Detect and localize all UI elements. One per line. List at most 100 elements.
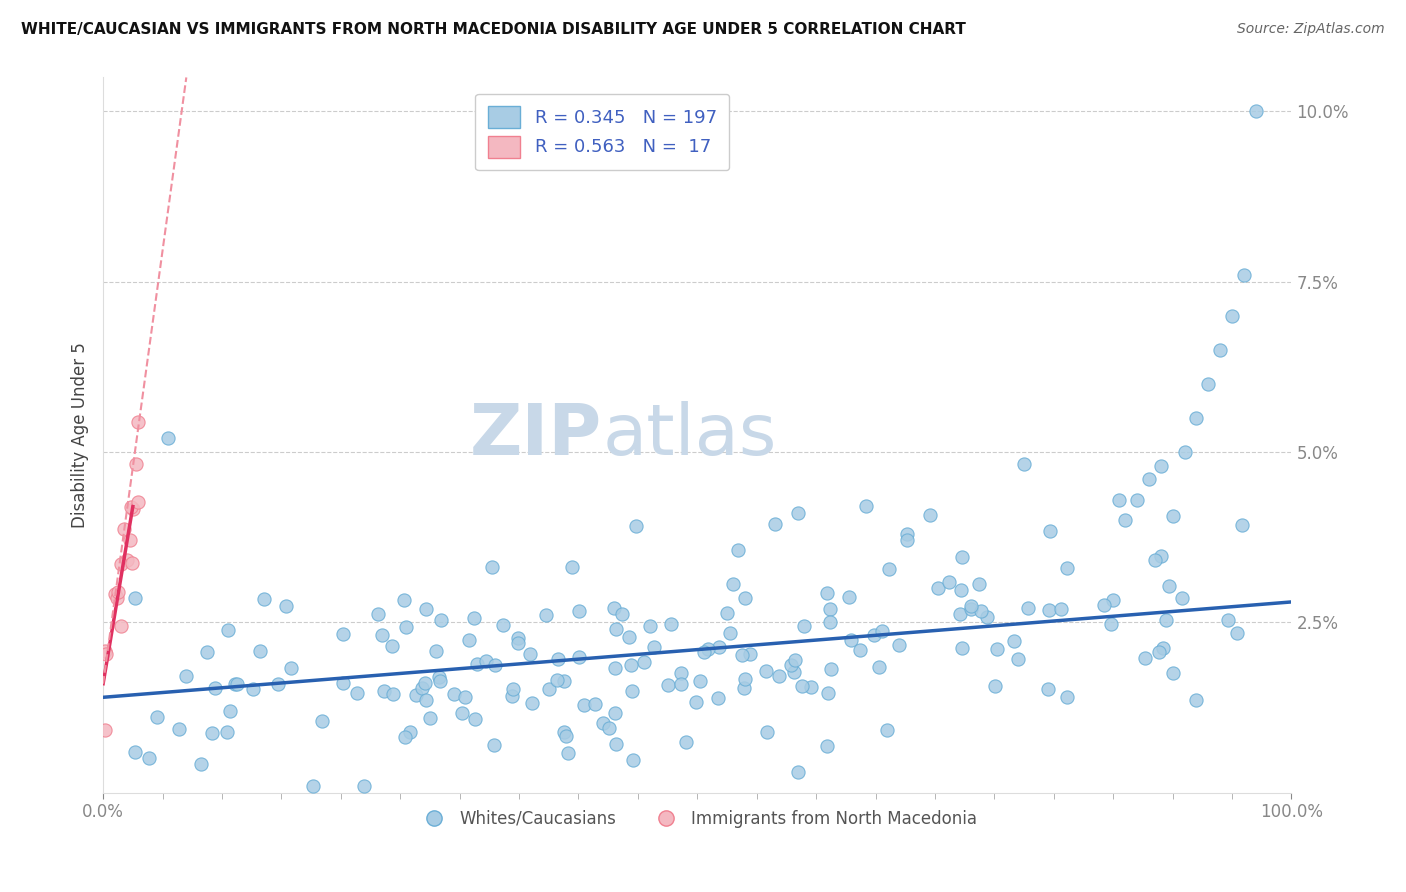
Point [1050, 601, 1073, 615]
Point [547, 651, 569, 665]
Point [201, 726, 224, 740]
Point [765, 516, 787, 531]
Point [693, 645, 716, 659]
Point [482, 738, 505, 752]
Point [568, 604, 591, 618]
Point [405, 688, 427, 702]
Point [1161, 509, 1184, 524]
Point [501, 689, 523, 703]
Point [734, 672, 756, 686]
Point [125, 458, 148, 472]
Point [217, 725, 239, 739]
Point [976, 609, 998, 624]
Point [94, 644, 117, 658]
Point [815, 739, 838, 753]
Point [1197, 376, 1219, 391]
Point [425, 644, 447, 658]
Point [950, 549, 973, 564]
Point [790, 679, 813, 693]
Point [603, 600, 626, 615]
Point [120, 500, 142, 515]
Point [1108, 492, 1130, 507]
Point [124, 745, 146, 759]
Point [820, 662, 842, 676]
Point [561, 559, 583, 574]
Point [984, 679, 1007, 693]
Point [267, 677, 290, 691]
Point [302, 779, 325, 793]
Point [868, 660, 890, 674]
Point [146, 710, 169, 724]
Point [887, 638, 910, 652]
Point [1114, 513, 1136, 527]
Point [280, 661, 302, 675]
Point [1137, 472, 1160, 486]
Point [411, 681, 433, 695]
Point [949, 607, 972, 622]
Point [1156, 613, 1178, 627]
Point [839, 633, 862, 648]
Point [786, 765, 808, 780]
Point [224, 676, 246, 690]
Legend: Whites/Caucasians, Immigrants from North Macedonia: Whites/Caucasians, Immigrants from North… [411, 803, 984, 834]
Point [443, 687, 465, 701]
Point [1038, 603, 1060, 617]
Point [734, 591, 756, 605]
Text: WHITE/CAUCASIAN VS IMMIGRANTS FROM NORTH MACEDONIA DISABILITY AGE UNDER 5 CORREL: WHITE/CAUCASIAN VS IMMIGRANTS FROM NORTH… [21, 22, 966, 37]
Point [617, 630, 640, 644]
Point [1185, 411, 1208, 425]
Point [870, 624, 893, 639]
Point [960, 599, 983, 614]
Point [768, 668, 790, 682]
Point [959, 602, 981, 616]
Point [394, 730, 416, 744]
Point [381, 640, 404, 654]
Point [546, 673, 568, 688]
Point [1102, 593, 1125, 607]
Point [464, 712, 486, 726]
Point [598, 721, 620, 735]
Point [755, 725, 778, 739]
Point [696, 641, 718, 656]
Point [226, 677, 249, 691]
Point [463, 611, 485, 625]
Point [731, 648, 754, 662]
Point [1150, 458, 1173, 473]
Point [815, 586, 838, 600]
Point [755, 664, 778, 678]
Point [818, 615, 841, 629]
Point [1209, 343, 1232, 357]
Point [1012, 458, 1035, 472]
Point [583, 697, 606, 711]
Point [605, 706, 627, 720]
Point [718, 625, 741, 640]
Point [1099, 617, 1122, 632]
Text: ZIP: ZIP [470, 401, 602, 469]
Point [249, 644, 271, 658]
Point [118, 533, 141, 547]
Point [457, 633, 479, 648]
Point [454, 690, 477, 704]
Point [371, 628, 394, 642]
Point [855, 499, 877, 513]
Point [738, 647, 761, 661]
Point [484, 658, 506, 673]
Point [716, 606, 738, 620]
Point [659, 617, 682, 632]
Point [1226, 626, 1249, 640]
Point [793, 619, 815, 633]
Point [520, 696, 543, 710]
Point [896, 533, 918, 548]
Point [121, 501, 143, 516]
Point [1161, 665, 1184, 680]
Point [1126, 492, 1149, 507]
Point [1135, 651, 1157, 665]
Point [876, 723, 898, 738]
Point [785, 653, 807, 667]
Point [174, 669, 197, 683]
Point [429, 613, 451, 627]
Point [624, 519, 647, 533]
Point [413, 675, 436, 690]
Point [481, 560, 503, 574]
Point [592, 716, 614, 731]
